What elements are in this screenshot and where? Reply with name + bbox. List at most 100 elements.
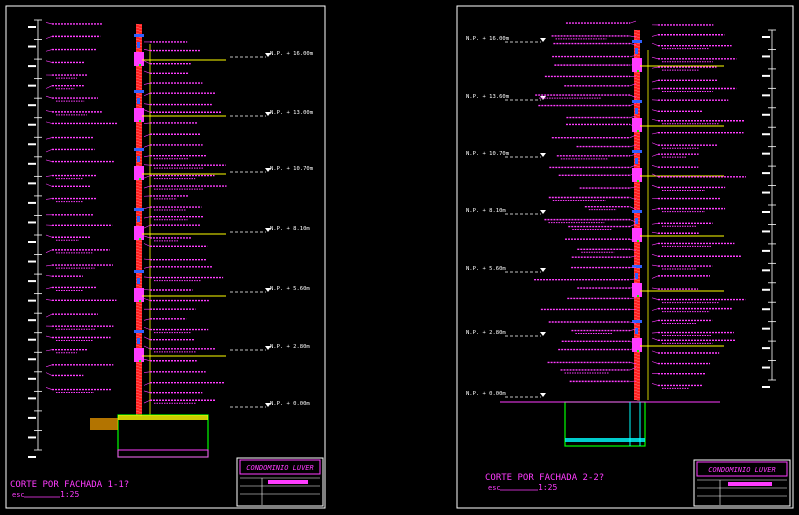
wall-hatch <box>135 332 143 336</box>
annotation-leader <box>629 83 637 87</box>
level-triangle <box>540 268 546 272</box>
wall-hatch <box>135 137 143 141</box>
dimension-label <box>28 338 36 341</box>
annotation-leader <box>651 264 659 267</box>
annotation-leader <box>651 153 659 157</box>
wall-hatch <box>135 212 143 216</box>
rebar-mark <box>637 180 639 182</box>
wall-hatch <box>135 335 143 339</box>
dimension-label <box>28 241 36 243</box>
wall-hatch <box>633 278 641 282</box>
wall-hatch <box>135 371 143 375</box>
wall-hatch <box>633 188 641 192</box>
rebar-mark <box>139 64 141 66</box>
annotation-leader <box>45 95 53 99</box>
dimension-label <box>762 113 770 116</box>
wall-hatch <box>633 212 641 216</box>
annotation-leader <box>45 183 53 187</box>
slab-band <box>632 168 642 182</box>
annotation-leader <box>629 35 637 38</box>
wall-hatch <box>633 200 641 204</box>
wall-hatch <box>135 140 143 144</box>
wall-hatch <box>135 260 143 264</box>
wall-hatch <box>135 254 143 258</box>
dimension-label <box>28 319 36 322</box>
annotation-leader <box>143 243 151 247</box>
wall-hatch <box>135 122 143 126</box>
window-block <box>134 208 144 211</box>
wall-hatch <box>135 47 143 51</box>
slab-band <box>632 58 642 72</box>
window-block <box>134 90 144 93</box>
level-label: N.P. + 8.10m <box>466 208 506 214</box>
wall-hatch <box>633 374 641 378</box>
wall-hatch <box>633 317 641 321</box>
dimension-label <box>762 347 770 350</box>
wall-hatch <box>633 185 641 189</box>
level-label: N.P. + 13.60m <box>466 94 510 100</box>
dimension-label <box>28 162 36 165</box>
slab-band <box>632 228 642 242</box>
wall-hatch <box>633 104 641 108</box>
glass-pane <box>137 42 140 48</box>
annotation-leader <box>629 341 637 344</box>
annotation-leader <box>651 332 659 334</box>
wall-hatch <box>135 23 143 27</box>
annotation-leader <box>651 222 659 225</box>
wall-hatch <box>633 365 641 369</box>
sheet-left: N.P. + 16.00m N.P. + 13.00m N.P. + 10.70m N… <box>5 5 326 509</box>
annotation-leader <box>143 185 151 189</box>
level-label: N.P. + 13.00m <box>270 110 314 116</box>
wall-hatch <box>633 113 641 117</box>
right-caption-scale-prefix: esc <box>488 484 501 492</box>
dimension-label <box>28 104 36 107</box>
wall-hatch <box>633 353 641 357</box>
annotation-leader <box>629 64 637 66</box>
wall-hatch <box>135 401 143 405</box>
wall-hatch <box>633 260 641 264</box>
wall-hatch <box>633 71 641 75</box>
dimension-label <box>762 74 770 77</box>
annotation-leader <box>629 186 637 189</box>
glass-pane <box>137 216 140 222</box>
level-triangle <box>540 210 546 214</box>
wall-hatch <box>633 254 641 258</box>
wall-hatch <box>135 392 143 396</box>
wall-hatch <box>135 410 143 414</box>
slab-band <box>134 348 144 362</box>
wall-hatch <box>633 140 641 144</box>
annotation-leader <box>651 184 659 188</box>
wall-hatch <box>633 257 641 261</box>
wall-hatch <box>633 302 641 306</box>
rebar-mark <box>637 240 639 242</box>
dimension-label <box>762 327 770 330</box>
wall-hatch <box>135 374 143 378</box>
wall-hatch <box>135 191 143 195</box>
annotation-leader <box>629 153 637 157</box>
dimension-label <box>28 182 36 185</box>
annotation-leader <box>629 172 637 176</box>
wall-hatch <box>135 128 143 132</box>
wall-hatch <box>135 143 143 147</box>
level-triangle <box>265 112 271 116</box>
glass-pane <box>137 338 140 344</box>
wall-hatch <box>633 368 641 372</box>
dimension-label <box>28 26 36 28</box>
annotation-leader <box>143 276 151 278</box>
left-foundation-footing <box>117 449 209 458</box>
wall-hatch <box>135 323 143 327</box>
dimension-label <box>762 386 770 388</box>
glass-pane <box>137 98 140 104</box>
wall-hatch <box>633 206 641 210</box>
annotation-leader <box>629 238 637 243</box>
dimension-label <box>762 230 770 233</box>
wall-hatch <box>135 95 143 99</box>
wall-hatch <box>633 74 641 78</box>
level-triangle <box>540 38 546 42</box>
annotation-leader <box>651 34 659 37</box>
wall-hatch <box>633 86 641 90</box>
left-foundation-hatch <box>90 418 118 430</box>
annotation-leader <box>651 132 659 135</box>
annotation-leader <box>45 110 53 113</box>
